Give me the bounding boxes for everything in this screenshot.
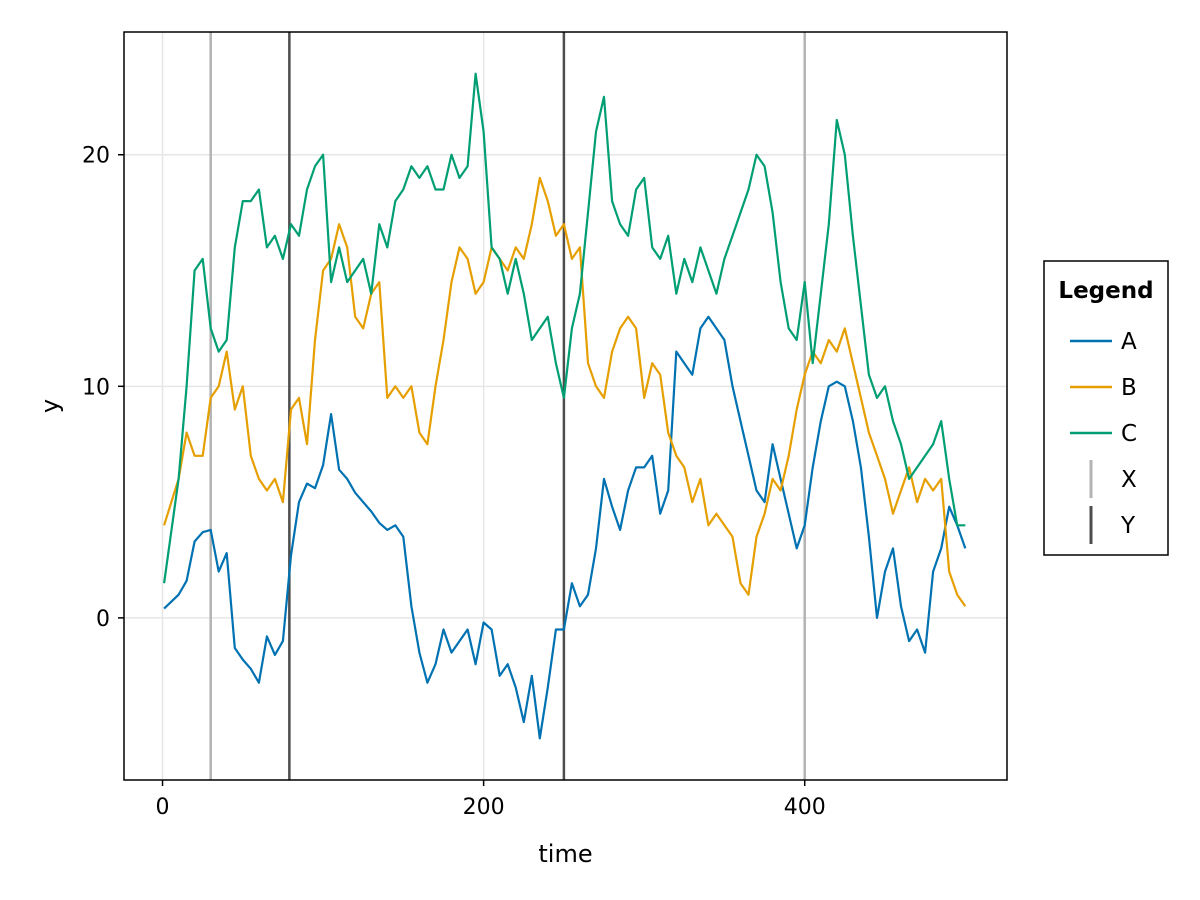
y-tick-label: 0 — [96, 607, 110, 632]
series-line-b — [163, 176, 967, 607]
y-tick-label: 20 — [82, 144, 110, 169]
legend-label-y: Y — [1120, 513, 1136, 539]
series-line-c — [163, 72, 966, 584]
legend-title: Legend — [1058, 278, 1153, 304]
x-tick-label: 400 — [784, 795, 826, 820]
legend-label-b: B — [1121, 375, 1137, 401]
legend-label-c: C — [1121, 421, 1137, 447]
y-tick-label: 10 — [82, 375, 110, 400]
legend-label-a: A — [1121, 329, 1137, 355]
x-tick-label: 0 — [156, 795, 170, 820]
x-axis-label: time — [538, 840, 592, 868]
y-axis-ticks: 0 10 20 — [82, 144, 124, 632]
x-axis-ticks: 0 200 400 — [156, 780, 826, 820]
plot-frame — [123, 31, 1008, 781]
legend-box — [1043, 260, 1169, 556]
legend-label-x: X — [1121, 467, 1137, 493]
x-tick-label: 200 — [463, 795, 505, 820]
data-series — [163, 72, 967, 740]
y-axis-label: y — [36, 399, 64, 413]
series-line-a — [163, 315, 967, 740]
vertical-lines — [209, 32, 806, 780]
